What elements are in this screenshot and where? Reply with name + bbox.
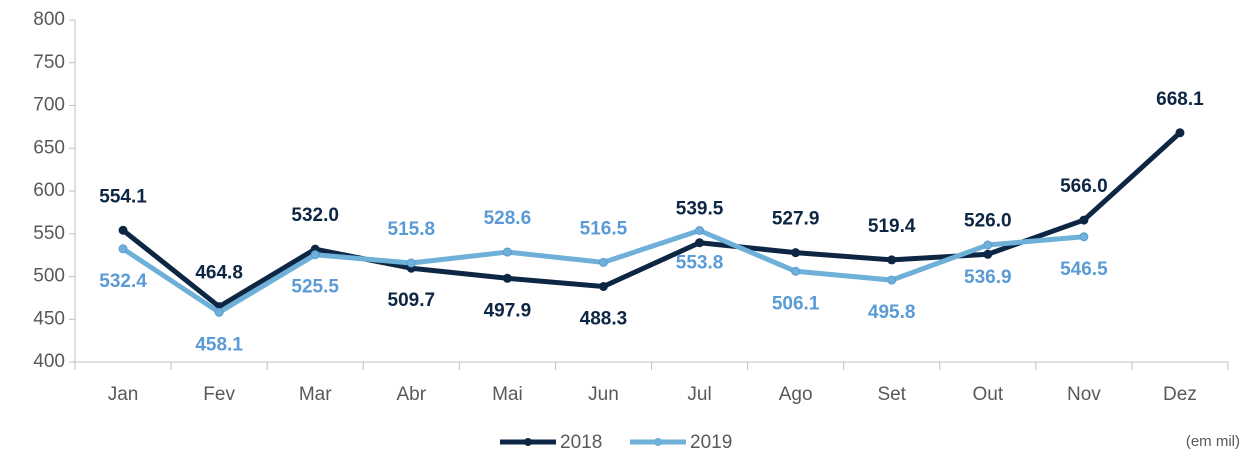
point — [118, 244, 128, 254]
point — [502, 273, 512, 283]
point — [214, 307, 224, 317]
legend-label: 2018 — [560, 432, 602, 453]
legend-marker — [524, 438, 532, 446]
point — [983, 249, 993, 259]
y-tick-label: 550 — [33, 223, 65, 244]
x-tick-label: Jul — [687, 384, 711, 405]
value-label: 528.6 — [484, 208, 532, 229]
point — [983, 240, 993, 250]
value-label: 668.1 — [1156, 89, 1204, 110]
y-tick-label: 750 — [33, 52, 65, 73]
point — [695, 226, 705, 236]
point — [791, 248, 801, 258]
y-tick-label: 800 — [33, 9, 65, 30]
point — [1175, 128, 1185, 138]
x-tick-label: Mar — [299, 384, 332, 405]
point — [310, 250, 320, 260]
value-label: 527.9 — [772, 209, 820, 230]
x-tick-label: Mai — [492, 384, 523, 405]
x-tick-label: Nov — [1067, 384, 1101, 405]
value-label: 536.9 — [964, 267, 1012, 288]
point — [502, 247, 512, 257]
value-label: 495.8 — [868, 302, 916, 323]
value-label: 553.8 — [676, 253, 724, 274]
point — [887, 255, 897, 265]
x-tick-label: Out — [972, 384, 1003, 405]
value-label: 516.5 — [580, 218, 628, 239]
value-label: 532.4 — [99, 271, 147, 292]
y-tick-label: 650 — [33, 137, 65, 158]
legend-marker — [654, 438, 662, 446]
value-label: 526.0 — [964, 210, 1012, 231]
x-tick-label: Set — [877, 384, 906, 405]
value-label: 532.0 — [291, 205, 339, 226]
x-tick-label: Abr — [397, 384, 427, 405]
value-label: 546.5 — [1060, 259, 1108, 280]
value-label: 539.5 — [676, 199, 724, 220]
y-tick-label: 450 — [33, 308, 65, 329]
series-line — [121, 228, 1085, 315]
value-label: 506.1 — [772, 293, 820, 314]
point — [695, 238, 705, 248]
legend-label: 2019 — [690, 432, 732, 453]
x-tick-label: Jan — [108, 384, 139, 405]
unit-note: (em mil) — [1186, 433, 1240, 450]
point — [598, 257, 608, 267]
y-tick-label: 700 — [33, 95, 65, 116]
value-label: 497.9 — [484, 300, 532, 321]
y-tick-label: 500 — [33, 266, 65, 287]
series-line — [121, 130, 1182, 310]
value-label: 566.0 — [1060, 176, 1108, 197]
x-tick-label: Fev — [203, 384, 235, 405]
point — [791, 266, 801, 276]
x-tick-label: Ago — [779, 384, 813, 405]
value-label: 519.4 — [868, 216, 916, 237]
y-tick-label: 600 — [33, 180, 65, 201]
value-label: 525.5 — [291, 277, 339, 298]
value-label: 515.8 — [388, 219, 436, 240]
y-tick-label: 400 — [33, 351, 65, 372]
point — [887, 275, 897, 285]
x-tick-label: Dez — [1163, 384, 1197, 405]
point — [1079, 215, 1089, 225]
point — [118, 225, 128, 235]
value-label: 554.1 — [99, 186, 147, 207]
x-tick-label: Jun — [588, 384, 619, 405]
value-label: 509.7 — [388, 290, 436, 311]
point — [406, 258, 416, 268]
value-label: 458.1 — [195, 334, 243, 355]
point — [1079, 232, 1089, 242]
point — [598, 282, 608, 292]
value-label: 464.8 — [195, 263, 243, 284]
value-label: 488.3 — [580, 309, 628, 330]
